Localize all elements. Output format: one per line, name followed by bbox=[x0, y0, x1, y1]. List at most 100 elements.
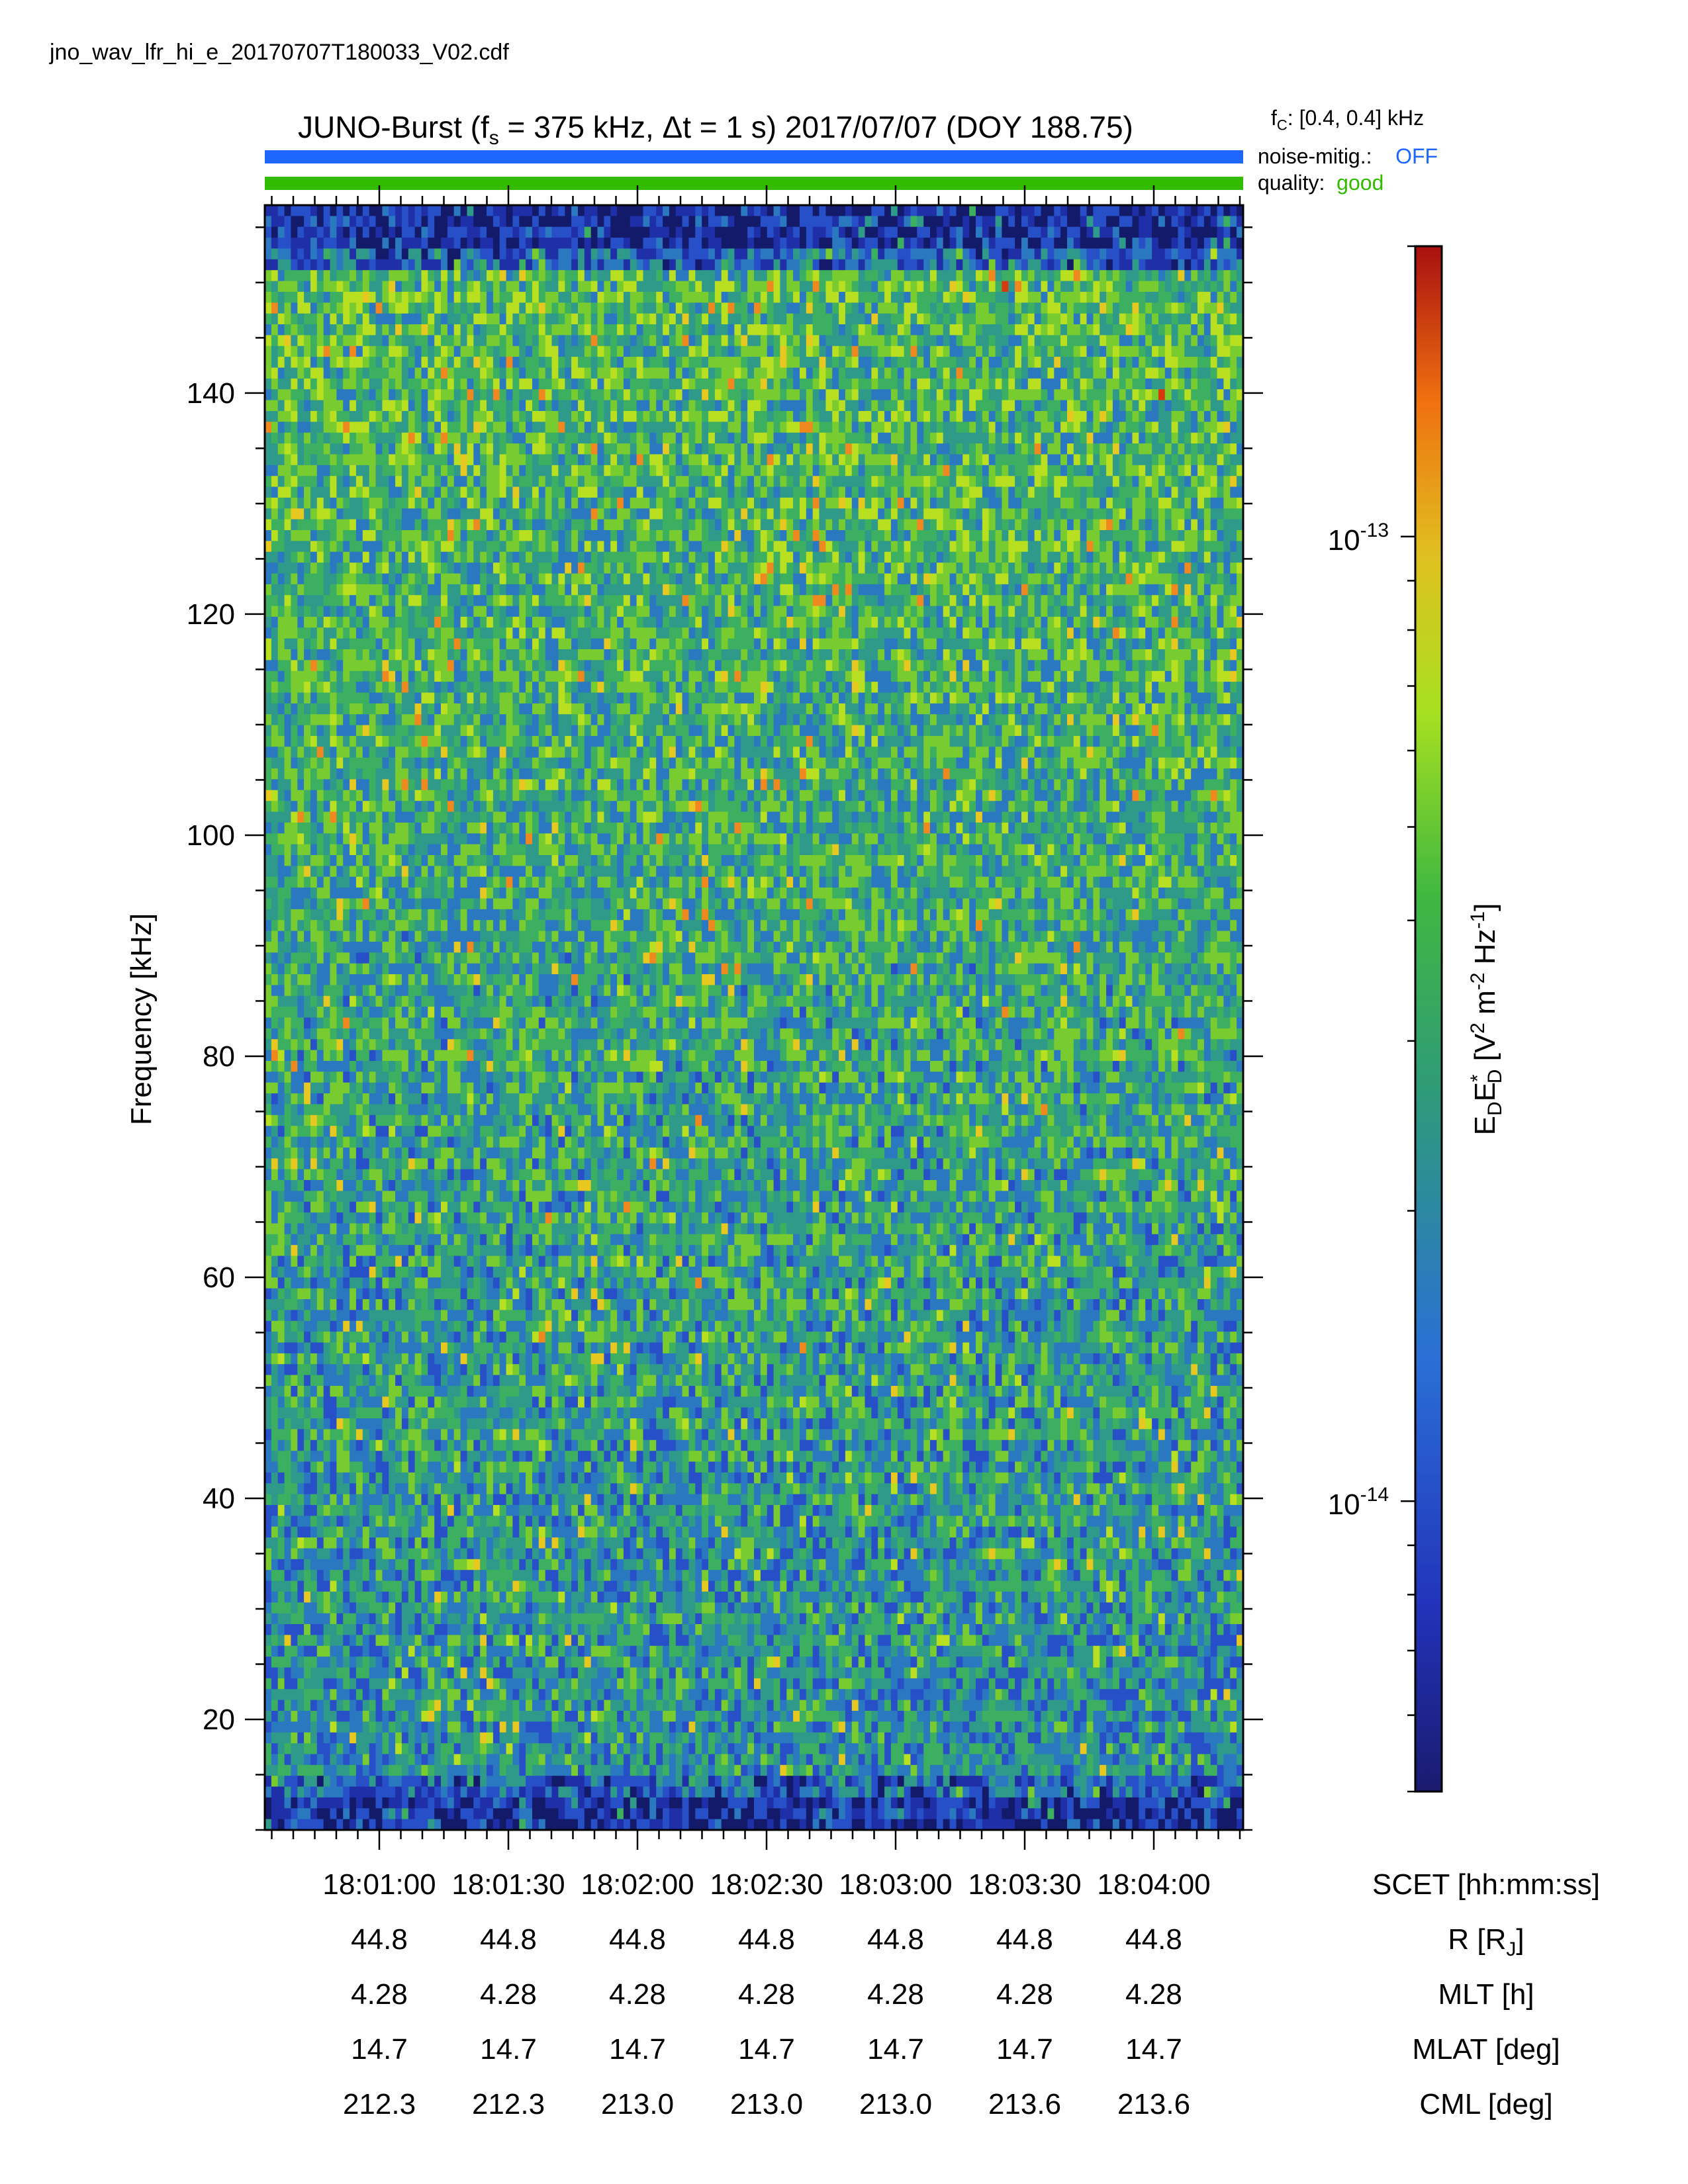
heatmap-cell bbox=[1230, 497, 1237, 509]
heatmap-cell bbox=[858, 367, 866, 379]
heatmap-cell bbox=[545, 551, 553, 563]
heatmap-cell bbox=[441, 454, 448, 466]
heatmap-cell bbox=[1015, 313, 1022, 325]
heatmap-cell bbox=[271, 508, 279, 520]
heatmap-cell bbox=[1210, 345, 1218, 357]
heatmap-cell bbox=[858, 270, 866, 282]
heatmap-cell bbox=[727, 345, 735, 357]
heatmap-cell bbox=[949, 497, 957, 509]
heatmap-cell bbox=[1080, 411, 1088, 422]
heatmap-cell bbox=[800, 465, 807, 477]
heatmap-cell bbox=[1008, 281, 1015, 293]
heatmap-cell bbox=[1112, 486, 1120, 498]
heatmap-cell bbox=[401, 508, 409, 520]
heatmap-cell bbox=[382, 367, 389, 379]
heatmap-cell bbox=[551, 324, 559, 336]
heatmap-cell bbox=[832, 378, 839, 390]
heatmap-cell bbox=[310, 367, 318, 379]
heatmap-cell bbox=[780, 411, 787, 422]
heatmap-cell bbox=[780, 216, 787, 228]
heatmap-cell bbox=[871, 530, 878, 541]
heatmap-cell bbox=[316, 486, 324, 498]
heatmap-cell bbox=[428, 508, 435, 520]
heatmap-cell bbox=[571, 367, 579, 379]
heatmap-cell bbox=[604, 216, 611, 228]
heatmap-cell bbox=[1060, 443, 1068, 455]
heatmap-cell bbox=[845, 422, 853, 433]
heatmap-cell bbox=[917, 443, 924, 455]
heatmap-cell bbox=[695, 454, 702, 466]
heatmap-cell bbox=[949, 302, 957, 314]
heatmap-cell bbox=[1125, 216, 1133, 228]
heatmap-cell bbox=[506, 486, 514, 498]
heatmap-cell bbox=[1164, 432, 1172, 444]
heatmap-cell bbox=[1047, 335, 1055, 347]
heatmap-cell bbox=[806, 324, 814, 336]
heatmap-cell bbox=[604, 313, 611, 325]
heatmap-cell bbox=[623, 551, 631, 563]
heatmap-cell bbox=[956, 476, 963, 488]
heatmap-cell bbox=[780, 432, 787, 444]
heatmap-cell bbox=[428, 281, 435, 293]
heatmap-cell bbox=[1132, 465, 1139, 477]
heatmap-cell bbox=[610, 367, 618, 379]
heatmap-cell bbox=[297, 205, 305, 216]
heatmap-cell bbox=[434, 216, 442, 228]
heatmap-cell bbox=[688, 389, 696, 401]
heatmap-cell bbox=[350, 476, 357, 488]
heatmap-cell bbox=[760, 216, 768, 228]
heatmap-cell bbox=[578, 238, 585, 250]
heatmap-cell bbox=[962, 205, 970, 216]
heatmap-cell bbox=[812, 389, 820, 401]
heatmap-cell bbox=[265, 302, 272, 314]
heatmap-cell bbox=[1125, 530, 1133, 541]
heatmap-cell bbox=[323, 497, 331, 509]
heatmap-cell bbox=[512, 519, 520, 531]
heatmap-cell bbox=[395, 335, 402, 347]
heatmap-cell bbox=[604, 530, 611, 541]
heatmap-cell bbox=[669, 400, 677, 412]
heatmap-cell bbox=[1184, 324, 1192, 336]
heatmap-cell bbox=[336, 205, 344, 216]
heatmap-cell bbox=[767, 335, 774, 347]
heatmap-cell bbox=[1223, 432, 1231, 444]
heatmap-cell bbox=[545, 422, 553, 433]
heatmap-cell bbox=[943, 530, 951, 541]
heatmap-cell bbox=[590, 335, 598, 347]
heatmap-cell bbox=[323, 226, 331, 238]
heatmap-cell bbox=[839, 378, 846, 390]
heatmap-cell bbox=[604, 465, 611, 477]
heatmap-cell bbox=[428, 313, 435, 325]
heatmap-cell bbox=[1164, 476, 1172, 488]
heatmap-cell bbox=[506, 291, 514, 303]
heatmap-cell bbox=[832, 508, 839, 520]
heatmap-cell bbox=[839, 205, 846, 216]
heatmap-cell bbox=[1034, 400, 1042, 412]
heatmap-cell bbox=[878, 357, 885, 369]
heatmap-cell bbox=[663, 335, 670, 347]
heatmap-cell bbox=[350, 313, 357, 325]
heatmap-cell bbox=[310, 443, 318, 455]
heatmap-cell bbox=[271, 422, 279, 433]
heatmap-cell bbox=[825, 508, 833, 520]
heatmap-cell bbox=[1008, 367, 1015, 379]
heatmap-cell bbox=[923, 313, 931, 325]
heatmap-cell bbox=[487, 530, 494, 541]
heatmap-cell bbox=[571, 335, 579, 347]
heatmap-cell bbox=[330, 345, 337, 357]
heatmap-cell bbox=[884, 497, 892, 509]
heatmap-cell bbox=[597, 291, 604, 303]
heatmap-cell bbox=[1015, 486, 1022, 498]
heatmap-cell bbox=[1223, 367, 1231, 379]
heatmap-cell bbox=[558, 335, 565, 347]
heatmap-cell bbox=[995, 454, 1003, 466]
heatmap-cell bbox=[1158, 378, 1166, 390]
heatmap-cell bbox=[492, 443, 500, 455]
heatmap-cell bbox=[858, 541, 866, 553]
heatmap-cell bbox=[721, 313, 729, 325]
heatmap-cell bbox=[617, 248, 624, 260]
heatmap-cell bbox=[389, 281, 396, 293]
heatmap-cell bbox=[355, 465, 363, 477]
heatmap-cell bbox=[812, 422, 820, 433]
heatmap-cell bbox=[1112, 519, 1120, 531]
